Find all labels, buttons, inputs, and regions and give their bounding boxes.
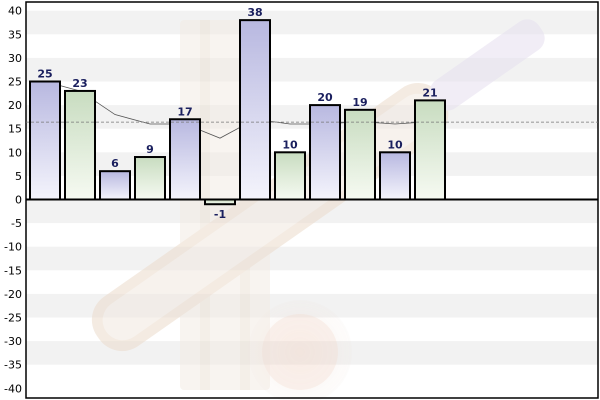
y-tick-label: -5 (11, 217, 22, 230)
bar (344, 108, 376, 201)
bar (64, 89, 96, 201)
bar (29, 80, 61, 201)
y-tick-label: 30 (8, 52, 22, 65)
bar (99, 170, 131, 201)
bars-group (29, 19, 446, 206)
y-tick-label: -30 (4, 335, 22, 348)
data-label: 10 (387, 138, 403, 151)
data-labels-group: 25 23 6 9 17 -1 38 10 20 19 10 21 (37, 6, 437, 221)
bar (309, 104, 341, 201)
data-label: 17 (177, 105, 192, 118)
y-tick-label: 10 (8, 146, 22, 159)
background-band (26, 246, 598, 271)
y-tick-label: -25 (4, 312, 22, 325)
data-label: 10 (282, 138, 298, 151)
y-tick-label: -15 (4, 264, 22, 277)
data-label: -1 (214, 208, 226, 221)
bar (169, 118, 201, 201)
y-axis-ticks: 40 35 30 25 20 15 10 5 0 -5 -10 -15 -20 -25 -30 -35 -40 (4, 5, 22, 396)
background-band (26, 10, 598, 35)
data-label: 38 (247, 6, 262, 19)
bar (274, 151, 306, 201)
y-tick-label: 5 (15, 170, 22, 183)
y-tick-label: -40 (4, 382, 22, 395)
bar (239, 19, 271, 201)
data-label: 23 (72, 77, 87, 90)
bar (379, 151, 411, 201)
data-label: 19 (352, 96, 367, 109)
y-tick-label: 25 (8, 76, 22, 89)
y-tick-label: 20 (8, 99, 22, 112)
y-tick-label: 0 (15, 194, 22, 207)
data-label: 21 (422, 86, 437, 99)
data-label: 9 (146, 143, 154, 156)
data-label: 6 (111, 157, 119, 170)
y-tick-label: 40 (8, 5, 22, 18)
bar (134, 156, 166, 201)
y-tick-label: -35 (4, 359, 22, 372)
y-tick-label: 35 (8, 28, 22, 41)
y-tick-label: -20 (4, 288, 22, 301)
y-tick-label: -10 (4, 241, 22, 254)
y-tick-label: 15 (8, 123, 22, 136)
bar (414, 99, 446, 201)
data-label: 20 (317, 91, 333, 104)
data-label: 25 (37, 68, 52, 81)
